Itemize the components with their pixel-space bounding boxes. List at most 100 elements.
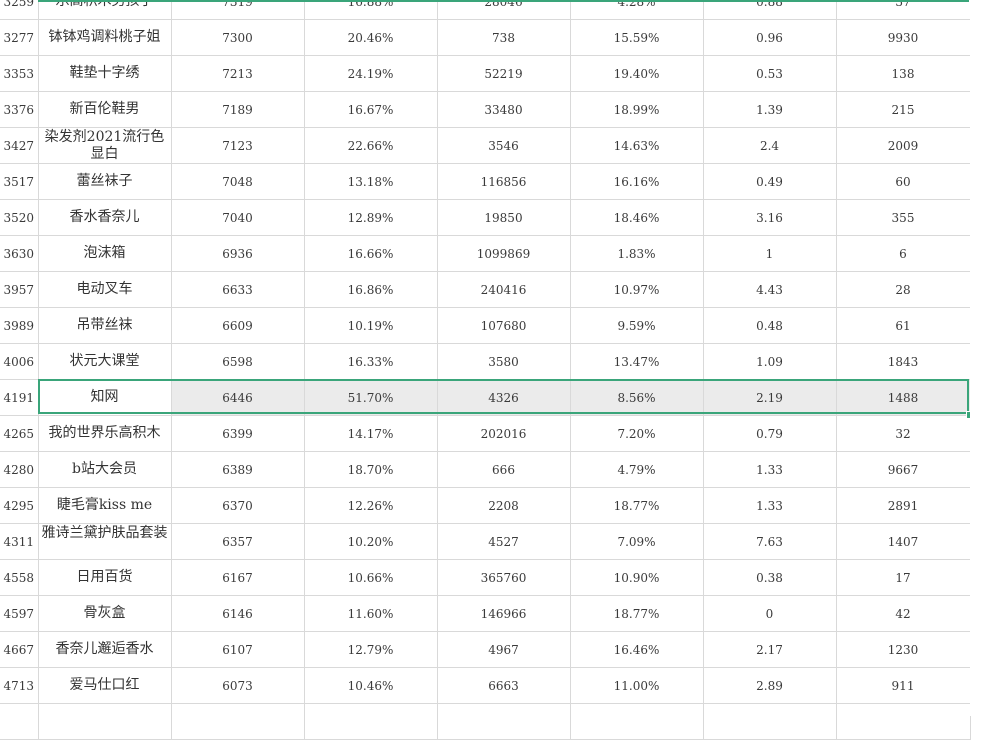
keyword-cell[interactable]: 鞋垫十字绣: [38, 55, 172, 92]
keyword-cell[interactable]: 爱马仕口红: [38, 667, 172, 704]
row-id-cell[interactable]: 3520: [0, 199, 39, 236]
value-cell-c1[interactable]: 6399: [171, 415, 305, 452]
value-cell-c5[interactable]: 0.48: [703, 307, 837, 344]
keyword-cell[interactable]: 染发剂2021流行色显白: [38, 127, 172, 164]
value-cell-c3[interactable]: 52219: [437, 55, 571, 92]
value-cell-c6[interactable]: 911: [836, 667, 971, 704]
value-cell-c1[interactable]: 6389: [171, 451, 305, 488]
value-cell-c4[interactable]: 18.99%: [570, 91, 704, 128]
value-cell-c5[interactable]: 0.53: [703, 55, 837, 92]
row-id-cell[interactable]: 4713: [0, 667, 39, 704]
value-cell-c1[interactable]: 7319: [171, 0, 305, 20]
value-cell-c5[interactable]: 0.96: [703, 19, 837, 56]
value-cell-c6[interactable]: 1843: [836, 343, 971, 380]
row-id-cell[interactable]: 3277: [0, 19, 39, 56]
value-cell-c1[interactable]: 6146: [171, 595, 305, 632]
value-cell-c4[interactable]: 9.59%: [570, 307, 704, 344]
value-cell-c4[interactable]: 14.63%: [570, 127, 704, 164]
value-cell-c2[interactable]: 16.33%: [304, 343, 438, 380]
value-cell-c2[interactable]: 13.18%: [304, 163, 438, 200]
value-cell-c4[interactable]: 7.20%: [570, 415, 704, 452]
value-cell-c3[interactable]: 6663: [437, 667, 571, 704]
keyword-cell[interactable]: 状元大课堂: [38, 343, 172, 380]
value-cell-c3[interactable]: 2208: [437, 487, 571, 524]
keyword-cell[interactable]: 吊带丝袜: [38, 307, 172, 344]
value-cell-c6[interactable]: 1230: [836, 631, 971, 668]
value-cell-c4[interactable]: 10.90%: [570, 559, 704, 596]
value-cell-c1[interactable]: 7048: [171, 163, 305, 200]
value-cell-c2[interactable]: 12.89%: [304, 199, 438, 236]
row-id-cell[interactable]: 4295: [0, 487, 39, 524]
value-cell-c4[interactable]: 8.56%: [570, 379, 704, 416]
value-cell-c3[interactable]: 3546: [437, 127, 571, 164]
value-cell-c1[interactable]: 7213: [171, 55, 305, 92]
value-cell-c3[interactable]: 28046: [437, 0, 571, 20]
value-cell-c5[interactable]: 1.09: [703, 343, 837, 380]
value-cell-c6[interactable]: 2891: [836, 487, 971, 524]
row-id-cell[interactable]: 4597: [0, 595, 39, 632]
value-cell-c2[interactable]: 18.70%: [304, 451, 438, 488]
value-cell-c2[interactable]: 16.86%: [304, 271, 438, 308]
value-cell-c6[interactable]: 9930: [836, 19, 971, 56]
value-cell-c4[interactable]: 1.83%: [570, 235, 704, 272]
value-cell-c1[interactable]: 7189: [171, 91, 305, 128]
row-id-cell[interactable]: 4667: [0, 631, 39, 668]
value-cell-c2[interactable]: 10.66%: [304, 559, 438, 596]
value-cell-c2[interactable]: 16.67%: [304, 91, 438, 128]
keyword-cell[interactable]: 钵钵鸡调料桃子姐: [38, 19, 172, 56]
value-cell-c6[interactable]: 355: [836, 199, 971, 236]
value-cell-c3[interactable]: 240416: [437, 271, 571, 308]
value-cell-c5[interactable]: 1: [703, 235, 837, 272]
value-cell-c1[interactable]: 6598: [171, 343, 305, 380]
value-cell-c4[interactable]: 16.46%: [570, 631, 704, 668]
keyword-cell[interactable]: 泡沫箱: [38, 235, 172, 272]
row-id-cell[interactable]: 4006: [0, 343, 39, 380]
value-cell-c6[interactable]: [836, 703, 971, 740]
row-id-cell[interactable]: 3957: [0, 271, 39, 308]
value-cell-c3[interactable]: 4326: [437, 379, 571, 416]
value-cell-c1[interactable]: 6936: [171, 235, 305, 272]
value-cell-c6[interactable]: 61: [836, 307, 971, 344]
value-cell-c6[interactable]: 1407: [836, 523, 971, 560]
value-cell-c2[interactable]: 14.17%: [304, 415, 438, 452]
keyword-cell[interactable]: 睫毛膏kiss me: [38, 487, 172, 524]
value-cell-c6[interactable]: 42: [836, 595, 971, 632]
value-cell-c1[interactable]: 6446: [171, 379, 305, 416]
keyword-cell[interactable]: 乐高积木男孩子: [38, 0, 172, 20]
value-cell-c5[interactable]: 0.79: [703, 415, 837, 452]
keyword-cell[interactable]: 蕾丝袜子: [38, 163, 172, 200]
value-cell-c2[interactable]: 20.46%: [304, 19, 438, 56]
value-cell-c2[interactable]: 10.19%: [304, 307, 438, 344]
value-cell-c4[interactable]: [570, 703, 704, 740]
value-cell-c5[interactable]: 7.63: [703, 523, 837, 560]
row-id-cell[interactable]: 3517: [0, 163, 39, 200]
keyword-cell[interactable]: 雅诗兰黛护肤品套装: [38, 523, 172, 560]
value-cell-c5[interactable]: 4.43: [703, 271, 837, 308]
keyword-cell[interactable]: 香奈儿邂逅香水: [38, 631, 172, 668]
value-cell-c3[interactable]: 116856: [437, 163, 571, 200]
keyword-cell[interactable]: 知网: [38, 379, 172, 416]
value-cell-c2[interactable]: 12.26%: [304, 487, 438, 524]
value-cell-c2[interactable]: 10.46%: [304, 667, 438, 704]
value-cell-c2[interactable]: 16.66%: [304, 235, 438, 272]
value-cell-c4[interactable]: 18.77%: [570, 595, 704, 632]
value-cell-c1[interactable]: 6167: [171, 559, 305, 596]
value-cell-c3[interactable]: 738: [437, 19, 571, 56]
row-id-cell[interactable]: 3353: [0, 55, 39, 92]
value-cell-c3[interactable]: [437, 703, 571, 740]
value-cell-c4[interactable]: 4.28%: [570, 0, 704, 20]
value-cell-c6[interactable]: 17: [836, 559, 971, 596]
row-id-cell[interactable]: 3989: [0, 307, 39, 344]
value-cell-c3[interactable]: 202016: [437, 415, 571, 452]
value-cell-c5[interactable]: 0.88: [703, 0, 837, 20]
value-cell-c2[interactable]: 10.20%: [304, 523, 438, 560]
value-cell-c3[interactable]: 146966: [437, 595, 571, 632]
value-cell-c5[interactable]: 0.49: [703, 163, 837, 200]
value-cell-c1[interactable]: 6633: [171, 271, 305, 308]
value-cell-c4[interactable]: 10.97%: [570, 271, 704, 308]
keyword-cell[interactable]: 我的世界乐高积木: [38, 415, 172, 452]
value-cell-c4[interactable]: 16.16%: [570, 163, 704, 200]
value-cell-c6[interactable]: 6: [836, 235, 971, 272]
value-cell-c3[interactable]: 4967: [437, 631, 571, 668]
value-cell-c4[interactable]: 15.59%: [570, 19, 704, 56]
